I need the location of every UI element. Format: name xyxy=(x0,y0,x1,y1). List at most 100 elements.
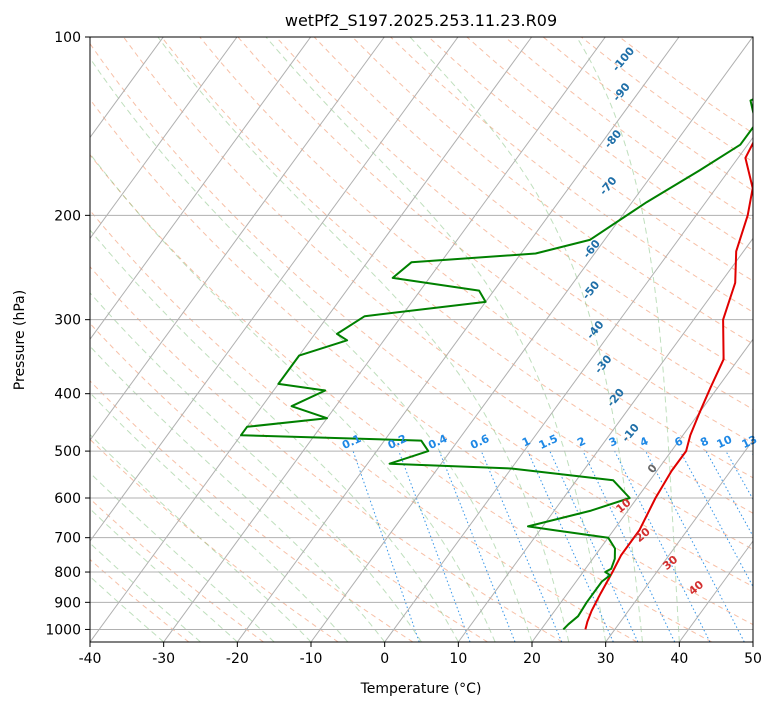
mixing-ratio-line xyxy=(679,450,753,588)
mixing-ratio-line xyxy=(750,450,753,456)
mixing-ratio-line xyxy=(480,450,563,642)
x-axis-label: Temperature (°C) xyxy=(360,681,482,697)
x-tick-label: 0 xyxy=(380,651,389,667)
dry-adiabat xyxy=(90,153,712,642)
moist-adiabat xyxy=(265,37,607,642)
y-tick-label: 200 xyxy=(54,208,81,224)
isotherm xyxy=(678,540,753,642)
dry-adiabat xyxy=(161,37,753,514)
moist-adiabat-label: 40 xyxy=(686,578,706,598)
dry-adiabat xyxy=(237,37,753,444)
y-tick-label: 900 xyxy=(54,595,81,611)
dry-adiabat xyxy=(466,37,753,251)
x-tick-label: -10 xyxy=(300,651,323,667)
y-tick-label: 400 xyxy=(54,387,81,403)
isotherm xyxy=(310,37,753,642)
isotherm xyxy=(236,37,680,642)
mixing-ratio-label: 0.6 xyxy=(468,432,491,452)
dry-adiabat xyxy=(504,37,753,221)
isotherm xyxy=(90,37,238,240)
moist-adiabat xyxy=(90,392,349,642)
moist-adiabat xyxy=(157,37,570,642)
isotherm xyxy=(531,338,753,642)
dry-adiabat-label: -70 xyxy=(597,174,620,198)
moist-adiabat xyxy=(90,153,496,642)
dry-adiabat xyxy=(90,380,414,642)
mixing-ratio-label: 10 xyxy=(715,433,735,451)
y-tick-label: 800 xyxy=(54,565,81,581)
mixing-ratio-line xyxy=(352,450,420,642)
isotherm xyxy=(90,37,312,341)
dewpoint-profile-line xyxy=(240,98,753,631)
y-tick-label: 100 xyxy=(54,30,81,46)
isotherm xyxy=(90,37,459,542)
moist-adiabat xyxy=(90,575,165,642)
moist-adiabat xyxy=(90,542,201,642)
dry-adiabat xyxy=(313,37,753,377)
dry-adiabat-label: -30 xyxy=(592,352,615,376)
chart-title: wetPf2_S197.2025.253.11.23.R09 xyxy=(285,11,557,31)
y-tick-label: 1000 xyxy=(45,622,81,638)
moist-adiabat-label: 10 xyxy=(613,496,633,516)
moist-adiabat xyxy=(90,57,533,642)
x-tick-label: -30 xyxy=(152,651,175,667)
mixing-ratio-line xyxy=(438,450,516,642)
dry-adiabat xyxy=(90,558,190,642)
moist-adiabat xyxy=(90,433,312,642)
mixing-ratio-label: 1.5 xyxy=(537,432,560,452)
dry-adiabat xyxy=(90,322,488,642)
moist-adiabat xyxy=(90,229,459,642)
dry-adiabat-label: -50 xyxy=(580,278,603,302)
mixing-ratio-label: 2 xyxy=(575,434,587,449)
x-tick-label: 30 xyxy=(597,651,615,667)
y-tick-label: 600 xyxy=(54,491,81,507)
x-tick-label: 40 xyxy=(670,651,688,667)
moist-adiabat xyxy=(90,472,275,642)
isotherm xyxy=(90,37,385,442)
x-tick-label: -20 xyxy=(226,651,249,667)
mixing-ratio-label: 4 xyxy=(638,434,651,449)
isotherm xyxy=(457,237,753,642)
moist-adiabat xyxy=(90,508,238,642)
isotherm xyxy=(90,37,533,642)
y-tick-label: 500 xyxy=(54,444,81,460)
temperature-profile-line xyxy=(584,140,753,630)
isotherm xyxy=(605,439,753,642)
y-tick-label: 700 xyxy=(54,531,81,547)
y-axis-label: Pressure (hPa) xyxy=(12,290,28,390)
dry-adiabat xyxy=(90,42,753,588)
mixing-ratio-line xyxy=(549,450,639,642)
dry-adiabat xyxy=(90,438,339,642)
x-tick-label: 20 xyxy=(523,651,541,667)
dry-adiabat-label: -90 xyxy=(610,80,633,104)
dry-adiabat xyxy=(90,209,638,642)
mixing-ratio-line xyxy=(398,450,471,642)
y-tick-label: 300 xyxy=(54,313,81,329)
moist-adiabat xyxy=(90,345,386,642)
moist-adiabat-label: 20 xyxy=(633,525,653,545)
plot-frame xyxy=(89,36,754,643)
mixing-ratio-label: 13 xyxy=(740,433,759,451)
dry-adiabat xyxy=(90,98,753,626)
x-tick-label: 10 xyxy=(449,651,467,667)
dry-adiabat xyxy=(199,37,753,479)
dry-adiabat xyxy=(390,37,753,313)
isotherm xyxy=(163,37,606,642)
isotherm xyxy=(752,641,753,642)
dry-adiabat-label: -40 xyxy=(584,318,607,342)
dry-adiabat xyxy=(90,498,264,642)
mixing-ratio-label: 0.2 xyxy=(386,432,409,452)
moist-adiabat-label: 30 xyxy=(660,553,680,573)
dry-adiabat xyxy=(352,37,753,345)
moist-adiabat xyxy=(576,37,680,642)
moist-adiabat xyxy=(409,37,643,642)
mixing-ratio-line xyxy=(705,450,753,538)
x-tick-label: -40 xyxy=(79,651,102,667)
x-tick-label: 50 xyxy=(744,651,762,667)
mixing-ratio-label: 0.4 xyxy=(426,432,449,452)
moist-adiabat xyxy=(90,292,422,642)
mixing-ratio-label: 8 xyxy=(698,434,710,449)
dry-adiabat xyxy=(542,37,753,192)
mixing-ratio-line xyxy=(725,450,753,501)
